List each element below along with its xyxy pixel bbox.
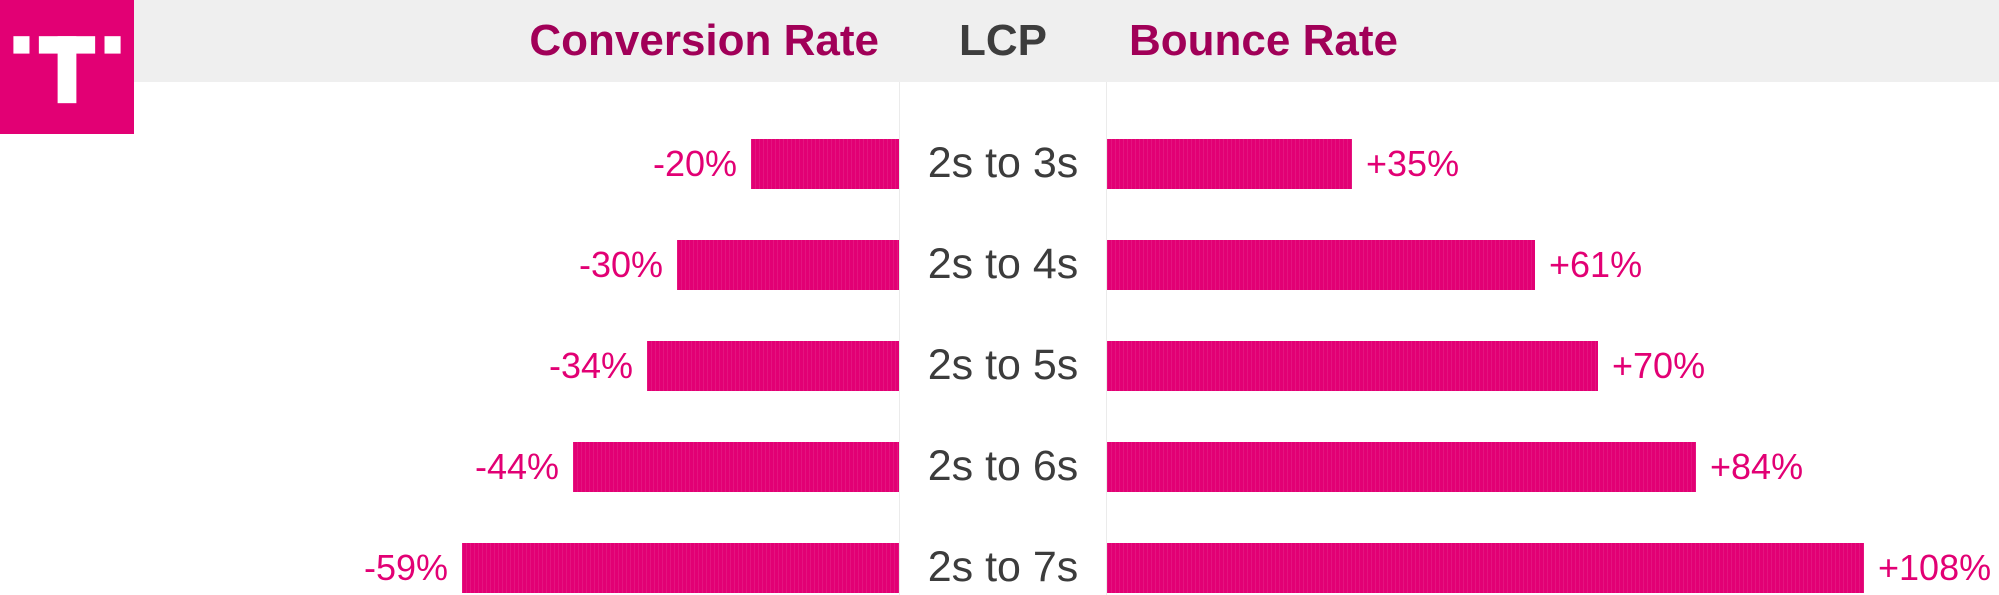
bounce-rate-bar (1107, 441, 1696, 492)
header-conversion-rate: Conversion Rate (529, 16, 879, 65)
bounce-rate-bar (1107, 542, 1864, 593)
bounce-rate-value: +84% (1710, 445, 1804, 487)
chart-row: -30% 2s to 4s +61% (0, 214, 1999, 315)
lcp-range-label: 2s to 4s (927, 240, 1079, 288)
bounce-rate-bar (1107, 340, 1598, 391)
conversion-rate-bar (677, 239, 899, 290)
lcp-column-background (899, 82, 1107, 595)
conversion-rate-bar (573, 441, 899, 492)
chart-row: -44% 2s to 6s +84% (0, 416, 1999, 517)
conversion-rate-bar (647, 340, 899, 391)
conversion-rate-bar (462, 542, 899, 593)
conversion-rate-cell: -44% (0, 441, 899, 492)
bounce-rate-cell: +108% (1107, 542, 1998, 593)
bounce-rate-cell: +35% (1107, 138, 1998, 189)
bounce-rate-bar (1107, 239, 1535, 290)
bounce-rate-cell: +70% (1107, 340, 1998, 391)
lcp-range-label: 2s to 3s (927, 139, 1079, 187)
conversion-rate-bar (751, 138, 899, 189)
t-mobile-logo (0, 0, 134, 134)
bounce-rate-value: +70% (1612, 344, 1706, 386)
header-band: Conversion Rate LCP Bounce Rate (0, 0, 1999, 82)
chart-row: -59% 2s to 7s +108% (0, 517, 1999, 595)
lcp-range-label: 2s to 5s (927, 341, 1079, 389)
header-lcp: LCP (959, 16, 1047, 65)
conversion-rate-cell: -34% (0, 340, 899, 391)
conversion-rate-value: -30% (578, 243, 663, 285)
bounce-rate-value: +108% (1878, 546, 1992, 588)
conversion-rate-value: -59% (363, 546, 448, 588)
chart-row: -20% 2s to 3s +35% (0, 113, 1999, 214)
telekom-t-icon (13, 36, 121, 104)
conversion-rate-cell: -30% (0, 239, 899, 290)
lcp-range-label: 2s to 7s (927, 543, 1079, 591)
chart-rows: -20% 2s to 3s +35% -30% 2s to 4s +61% -34% 2s t… (0, 113, 1999, 595)
conversion-rate-cell: -20% (0, 138, 899, 189)
bounce-rate-cell: +84% (1107, 441, 1998, 492)
bounce-rate-cell: +61% (1107, 239, 1998, 290)
bounce-rate-bar (1107, 138, 1352, 189)
chart-row: -34% 2s to 5s +70% (0, 315, 1999, 416)
conversion-rate-cell: -59% (0, 542, 899, 593)
bounce-rate-value: +61% (1549, 243, 1643, 285)
conversion-rate-value: -44% (474, 445, 559, 487)
lcp-range-label: 2s to 6s (927, 442, 1079, 490)
conversion-rate-value: -34% (548, 344, 633, 386)
header-bounce-rate: Bounce Rate (1129, 16, 1398, 65)
conversion-rate-value: -20% (652, 142, 737, 184)
bounce-rate-value: +35% (1366, 142, 1460, 184)
header-row: Conversion Rate LCP Bounce Rate (0, 0, 1999, 82)
